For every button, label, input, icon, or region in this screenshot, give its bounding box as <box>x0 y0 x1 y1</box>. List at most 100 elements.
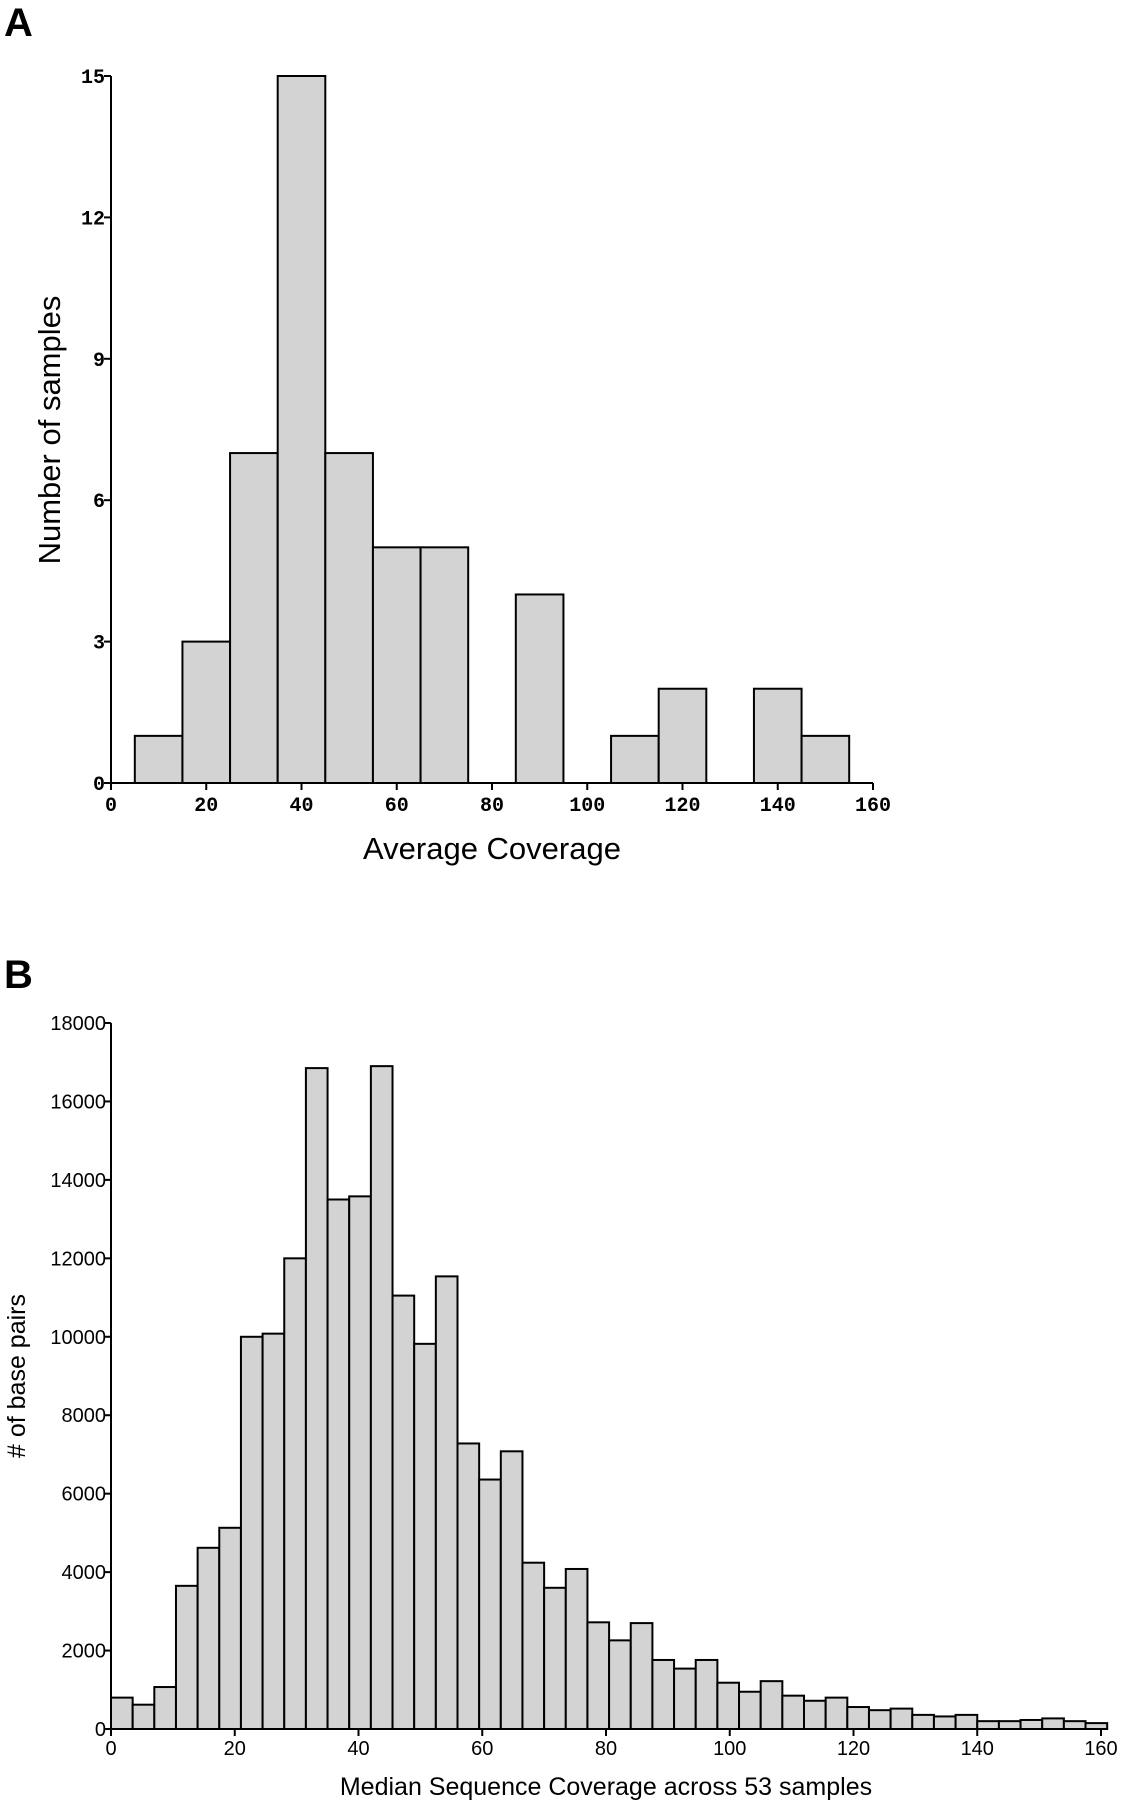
x-tick-label: 140 <box>760 795 796 818</box>
chart-b-bar <box>932 1715 957 1730</box>
chart-a-bar <box>371 546 422 784</box>
x-tick-label: 60 <box>471 1738 493 1760</box>
y-tick-label: 12 <box>81 208 105 231</box>
x-tick-label: 20 <box>194 795 218 818</box>
x-tick-label: 40 <box>289 795 313 818</box>
chart-b-bar <box>543 1586 567 1731</box>
bars-b <box>110 1065 1109 1731</box>
chart-a-bar <box>181 640 232 784</box>
chart-b-bar <box>759 1680 784 1731</box>
x-tick-label: 140 <box>961 1738 994 1760</box>
chart-a-ticks: 0 20 40 60 80 100 120 140 160 0 3 6 9 12 15 <box>81 67 891 818</box>
panel-b-letter: B <box>4 953 33 997</box>
chart-b-bar <box>673 1667 697 1730</box>
chart-b-bar <box>716 1681 741 1730</box>
chart-b-bar <box>1062 1720 1087 1730</box>
x-tick-label: 80 <box>595 1738 617 1760</box>
chart-b-bar <box>304 1067 329 1731</box>
chart-b-bar <box>261 1332 286 1730</box>
y-tick-label: 2000 <box>62 1641 107 1663</box>
chart-b-bar <box>738 1690 762 1731</box>
x-tick-label: 100 <box>713 1738 746 1760</box>
chart-a-bar <box>752 687 803 785</box>
y-tick-label: 6 <box>93 491 105 514</box>
chart-a-bar <box>324 452 374 784</box>
y-tick-label: 12000 <box>50 1248 106 1270</box>
chart-b-bar <box>434 1275 459 1731</box>
y-tick-label: 16000 <box>50 1091 106 1113</box>
chart-b-bar <box>997 1720 1022 1730</box>
chart-a-bar <box>229 452 279 784</box>
y-tick-label: 15 <box>81 67 105 90</box>
chart-b-bar <box>586 1621 611 1730</box>
x-tick-label: 0 <box>105 1738 116 1760</box>
panel-a-letter: A <box>4 1 33 45</box>
chart-b-bar <box>1041 1717 1065 1731</box>
chart-b-bar <box>131 1703 156 1731</box>
chart-b-bar <box>846 1706 870 1730</box>
y-tick-label: 0 <box>95 1719 106 1741</box>
chart-b-bar <box>564 1567 589 1731</box>
y-tick-label: 8000 <box>62 1405 107 1427</box>
chart-b-bar <box>391 1294 416 1731</box>
chart-a-bar <box>657 687 708 785</box>
chart-b-bar <box>1019 1718 1044 1730</box>
chart-b-bar <box>651 1658 676 1730</box>
chart-b-bar <box>174 1584 199 1730</box>
y-tick-label: 6000 <box>62 1484 107 1506</box>
chart-b-bar <box>608 1639 632 1731</box>
chart-b-bar <box>803 1699 827 1731</box>
chart-a-bar <box>133 734 184 784</box>
chart-a-bar <box>610 734 660 784</box>
chart-a-bar <box>514 593 565 785</box>
chart-b-bar <box>781 1694 805 1731</box>
x-tick-label: 40 <box>347 1738 369 1760</box>
chart-b-bar <box>694 1658 719 1730</box>
y-tick-label: 14000 <box>50 1170 106 1192</box>
chart-b-bar <box>218 1526 242 1731</box>
chart-b-bar <box>911 1713 935 1731</box>
chart-b-bar <box>824 1696 849 1730</box>
x-tick-label: 0 <box>105 795 117 818</box>
chart-b-bar <box>456 1442 481 1731</box>
chart-b-bar <box>521 1561 546 1730</box>
x-tick-label: 20 <box>224 1738 246 1760</box>
chart-a-x-label: Average Coverage <box>363 831 621 866</box>
y-tick-label: 0 <box>93 774 105 797</box>
y-tick-label: 10000 <box>50 1327 106 1349</box>
chart-b-bar <box>348 1195 372 1730</box>
chart-b-bar <box>326 1198 351 1730</box>
chart-b-ticks: 0 20 40 60 80 100 120 140 160 0 2000 4000 6000 8000 10… <box>50 1013 1117 1760</box>
chart-b: 0 20 40 60 80 100 120 140 160 0 2000 4000 6000 8000 10… <box>3 1013 1118 1800</box>
chart-b-bar <box>283 1257 307 1731</box>
x-tick-label: 120 <box>837 1738 870 1760</box>
y-tick-label: 18000 <box>50 1013 106 1035</box>
x-tick-label: 120 <box>664 795 700 818</box>
x-tick-label: 160 <box>855 795 891 818</box>
chart-a-bar <box>419 546 470 784</box>
chart-b-bar <box>499 1450 524 1730</box>
chart-b-y-label: # of base pairs <box>3 1294 31 1458</box>
chart-b-bar <box>976 1720 1000 1730</box>
chart-b-bar <box>478 1478 502 1730</box>
y-tick-label: 3 <box>93 633 105 656</box>
chart-b-bar <box>196 1546 221 1730</box>
chart-b-bar <box>369 1065 394 1730</box>
chart-b-bar <box>413 1342 437 1730</box>
chart-b-bar <box>110 1696 134 1730</box>
x-tick-label: 80 <box>480 795 504 818</box>
chart-b-bar <box>889 1707 914 1731</box>
chart-b-bar <box>239 1335 264 1731</box>
chart-b-bar <box>629 1622 654 1730</box>
chart-b-bar <box>867 1709 892 1731</box>
chart-b-bar <box>954 1713 979 1731</box>
x-tick-label: 100 <box>569 795 605 818</box>
chart-a-y-label: Number of samples <box>32 296 67 565</box>
x-tick-label: 160 <box>1084 1738 1117 1760</box>
chart-a: 0 20 40 60 80 100 120 140 160 0 3 6 9 12 15 Average Co… <box>32 67 891 866</box>
bars-a <box>133 75 851 785</box>
chart-a-bar <box>276 75 327 784</box>
chart-b-x-label: Median Sequence Coverage across 53 sampl… <box>340 1773 872 1800</box>
x-tick-label: 60 <box>385 795 409 818</box>
